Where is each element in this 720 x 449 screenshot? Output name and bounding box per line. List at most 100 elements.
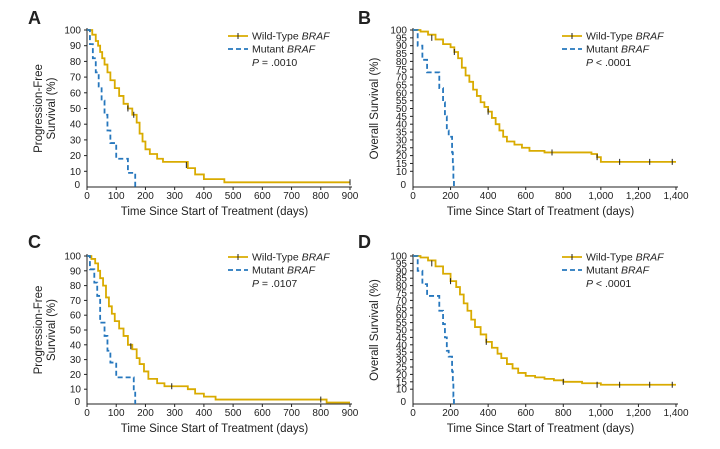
y-tick-label: 20: [70, 370, 82, 381]
y-tick-label-zero: 0: [74, 397, 80, 408]
y-tick-label: 60: [70, 88, 82, 99]
y-tick-label: 60: [396, 311, 408, 322]
p-value: < .0001: [593, 57, 631, 69]
y-axis-title: Survival (%): [46, 77, 58, 139]
legend-gene: BRAF: [287, 265, 316, 277]
y-tick-label: 90: [396, 266, 408, 277]
y-tick-label: 30: [70, 355, 82, 366]
y-tick-label: 80: [70, 281, 82, 292]
y-tick-label: 50: [70, 326, 82, 337]
y-tick-label: 75: [396, 65, 408, 76]
y-tick-label: 90: [396, 41, 408, 52]
panel-letter: C: [28, 232, 41, 252]
y-tick-label: 70: [70, 296, 82, 307]
y-tick-label: 40: [396, 120, 408, 131]
legend-mutant-label: Mutant BRAF: [586, 44, 650, 56]
legend-wild-type-text: Wild-Type: [586, 31, 636, 43]
legend-mutant-label: Mutant BRAF: [252, 265, 316, 277]
legend-wild-type-label: Wild-Type BRAF: [586, 252, 664, 264]
mutant-curve: [413, 29, 455, 187]
legend-wild-type-label: Wild-Type BRAF: [252, 252, 330, 264]
y-tick-label: 85: [396, 274, 408, 285]
legend-gene: BRAF: [636, 252, 665, 264]
x-tick-label: 600: [517, 191, 534, 202]
legend-mutant-text: Mutant: [586, 44, 621, 56]
x-tick-label: 1,200: [626, 408, 651, 419]
x-tick-label: 200: [137, 408, 154, 419]
y-tick-label: 30: [396, 355, 408, 366]
x-tick-label: 500: [225, 191, 242, 202]
p-value: = .0107: [259, 278, 297, 290]
y-tick-label: 10: [396, 167, 408, 178]
x-tick-label: 1,000: [588, 408, 613, 419]
p-value-label: P = .0107: [252, 278, 297, 290]
y-tick-label: 35: [396, 128, 408, 139]
y-tick-label: 20: [70, 151, 82, 162]
x-tick-label: 800: [555, 191, 572, 202]
y-tick-label: 40: [70, 340, 82, 351]
x-axis-title: Time Since Start of Treatment (days): [447, 206, 635, 218]
y-tick-label: 10: [70, 385, 82, 396]
x-tick-label: 200: [442, 408, 459, 419]
legend-mutant-label: Mutant BRAF: [252, 44, 316, 56]
p-value-label: P = .0010: [252, 57, 297, 69]
mutant-curve: [413, 255, 455, 404]
y-tick-label: 95: [396, 33, 408, 44]
x-tick-label: 800: [312, 408, 329, 419]
x-axis-title: Time Since Start of Treatment (days): [121, 423, 309, 435]
x-tick-label: 900: [342, 408, 359, 419]
y-tick-label: 80: [70, 57, 82, 68]
legend-mutant-text: Mutant: [252, 44, 287, 56]
y-tick-label: 65: [396, 303, 408, 314]
x-tick-label: 400: [196, 408, 213, 419]
x-tick-label: 100: [108, 408, 125, 419]
y-tick-label: 45: [396, 333, 408, 344]
y-tick-label: 45: [396, 112, 408, 123]
y-tick-label: 90: [70, 41, 82, 52]
panel-letter: D: [358, 232, 371, 252]
mutant-curve: [87, 255, 137, 404]
y-tick-label: 50: [70, 104, 82, 115]
legend-gene: BRAF: [621, 44, 650, 56]
legend-wild-type-text: Wild-Type: [252, 252, 302, 264]
mutant-curve: [87, 29, 137, 187]
x-tick-label: 200: [442, 191, 459, 202]
y-tick-label: 75: [396, 289, 408, 300]
y-tick-label: 60: [70, 311, 82, 322]
wild-type-curve: [413, 255, 676, 386]
legend-wild-type-text: Wild-Type: [586, 252, 636, 264]
y-tick-label: 30: [70, 135, 82, 146]
y-tick-label: 80: [396, 281, 408, 292]
y-tick-label: 55: [396, 96, 408, 107]
x-tick-label: 0: [84, 191, 90, 202]
y-tick-label: 95: [396, 259, 408, 270]
p-symbol: P: [252, 278, 259, 290]
panel-letter: A: [28, 8, 41, 28]
y-tick-label: 85: [396, 49, 408, 60]
legend-wild-type-label: Wild-Type BRAF: [586, 31, 664, 43]
y-tick-label: 70: [396, 73, 408, 84]
y-tick-label: 70: [70, 73, 82, 84]
y-axis-title: Progression-Free: [33, 64, 45, 153]
panel-letter: B: [358, 8, 371, 28]
x-tick-label: 300: [166, 191, 183, 202]
y-tick-label: 100: [64, 252, 81, 263]
x-tick-label: 600: [254, 191, 271, 202]
y-tick-label: 20: [396, 370, 408, 381]
x-tick-label: 0: [410, 408, 416, 419]
x-tick-label: 1,000: [588, 191, 613, 202]
y-tick-label-zero: 0: [74, 180, 80, 191]
legend-gene: BRAF: [636, 31, 665, 43]
x-axis-title: Time Since Start of Treatment (days): [121, 206, 309, 218]
p-value: < .0001: [593, 278, 631, 290]
p-value-label: P < .0001: [586, 57, 631, 69]
x-tick-label: 800: [312, 191, 329, 202]
legend-mutant-text: Mutant: [252, 265, 287, 277]
y-tick-label: 100: [390, 26, 407, 37]
y-tick-label-zero: 0: [400, 397, 406, 408]
y-tick-label: 35: [396, 348, 408, 359]
y-tick-label: 20: [396, 151, 408, 162]
